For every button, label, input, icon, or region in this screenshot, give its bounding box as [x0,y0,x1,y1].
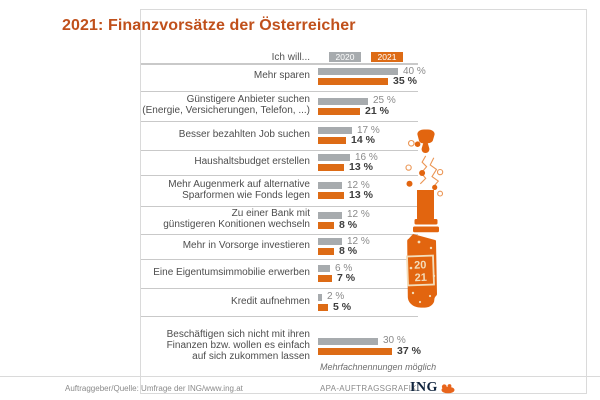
svg-text:20: 20 [414,259,427,271]
svg-text:21: 21 [414,272,427,284]
